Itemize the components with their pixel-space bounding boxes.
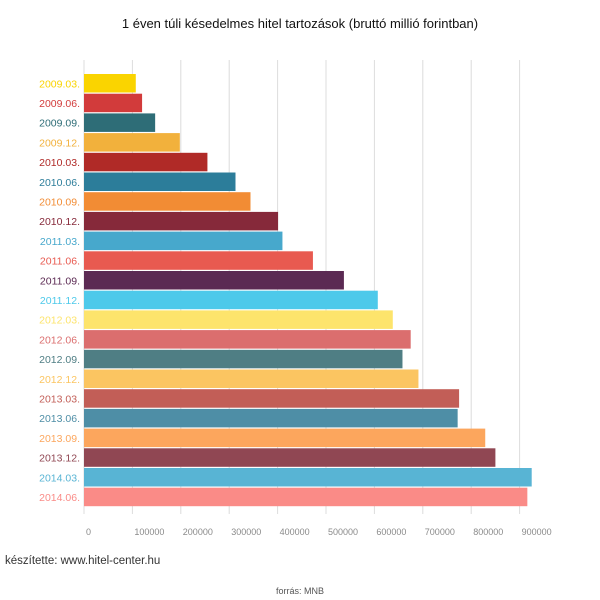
bar	[84, 172, 236, 191]
bar	[84, 468, 532, 487]
bar	[84, 93, 143, 113]
category-label: 2010.12.	[39, 216, 80, 228]
source-text: forrás: MNB	[275, 586, 324, 596]
x-tick-label: 700000	[425, 527, 455, 537]
x-tick-label: 800000	[473, 527, 503, 537]
category-label: 2010.06.	[39, 177, 80, 189]
category-label: 2010.03.	[39, 157, 80, 169]
x-tick-label: 600000	[376, 527, 406, 537]
bar	[84, 428, 486, 448]
category-label: 2012.06.	[39, 334, 80, 346]
category-label: 2009.12.	[39, 137, 80, 149]
bar	[84, 290, 378, 310]
category-labels: 2009.03. 2009.06. 2009.09. 2009.12. 2010.03.…	[39, 78, 80, 504]
bar	[84, 389, 460, 408]
bar	[84, 408, 458, 428]
bar	[84, 211, 279, 231]
bar	[84, 133, 180, 152]
bar	[84, 152, 208, 172]
x-tick-label: 400000	[280, 527, 310, 537]
bar	[84, 330, 411, 349]
category-label: 2012.09.	[39, 354, 80, 366]
category-label: 2009.09.	[39, 118, 80, 130]
bar	[84, 310, 393, 329]
bar	[84, 369, 419, 388]
bar	[84, 113, 156, 132]
bar	[84, 251, 313, 270]
category-label: 2009.03.	[39, 78, 80, 90]
category-label: 2013.03.	[39, 393, 80, 405]
chart-title: 1 éven túli késedelmes hitel tartozások …	[121, 16, 479, 31]
x-tick-label: 100000	[134, 527, 164, 537]
category-label: 2011.03.	[40, 236, 80, 248]
x-tick-label: 900000	[522, 527, 552, 537]
credit-text: készítette: www.hitel-center.hu	[5, 555, 161, 567]
bar	[84, 74, 136, 93]
category-label: 2011.09.	[40, 275, 80, 287]
bars	[84, 74, 532, 507]
category-label: 2011.12.	[40, 295, 80, 307]
category-label: 2013.06.	[39, 413, 80, 425]
x-tick-label: 300000	[231, 527, 261, 537]
category-label: 2011.06.	[40, 256, 80, 268]
category-label: 2010.09.	[39, 196, 80, 208]
bar	[84, 271, 344, 290]
bar	[84, 192, 251, 211]
category-label: 2013.09.	[39, 433, 80, 445]
bar	[84, 448, 496, 467]
x-axis-ticks: 0 100000 200000 300000 400000 500000 600000 700…	[86, 527, 552, 537]
x-tick-label: 200000	[183, 527, 213, 537]
category-label: 2013.12.	[39, 453, 80, 465]
bar	[84, 349, 403, 369]
category-label: 2014.03.	[39, 472, 80, 484]
category-label: 2009.06.	[39, 98, 80, 110]
x-tick-label: 500000	[328, 527, 358, 537]
bar	[84, 231, 283, 251]
category-label: 2012.12.	[39, 374, 80, 386]
bar	[84, 487, 528, 507]
x-tick-label: 0	[86, 527, 91, 537]
category-label: 2012.03.	[39, 315, 80, 327]
category-label: 2014.06.	[39, 492, 80, 504]
